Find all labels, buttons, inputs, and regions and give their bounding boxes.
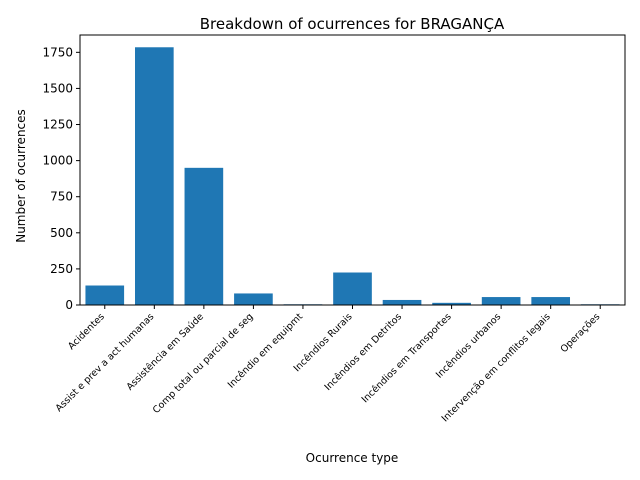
- x-tick-label: Intervenção em conflitos legais: [440, 311, 553, 424]
- bar-1: [85, 285, 125, 305]
- y-tick-label: 1750: [42, 45, 73, 59]
- x-tick-label: Operações: [559, 311, 603, 355]
- bar-6: [333, 272, 372, 305]
- x-tick-label: Assist e prev a act humanas: [54, 311, 157, 414]
- bar-9: [481, 297, 521, 305]
- chart-title: Breakdown of ocurrences for BRAGANÇA: [200, 15, 505, 33]
- y-tick-label: 0: [65, 298, 73, 312]
- bar-10: [531, 297, 571, 305]
- y-tick-label: 750: [50, 190, 73, 204]
- y-tick-label: 1500: [42, 81, 73, 95]
- x-axis-label: Ocurrence type: [306, 451, 399, 465]
- bar-7: [382, 299, 422, 305]
- y-axis-label: Number of ocurrences: [14, 109, 28, 243]
- bar-3: [184, 167, 224, 305]
- x-tick-label: Comp total ou parcial de seg: [151, 311, 256, 416]
- x-tick-label: Acidentes: [66, 311, 107, 352]
- plot-area: [79, 34, 626, 306]
- bar-2: [135, 47, 174, 306]
- bar-4: [234, 293, 273, 305]
- y-tick-label: 500: [50, 226, 73, 240]
- y-axis: 0 250 500 750 1000 1250 1500 1750: [42, 45, 80, 312]
- x-tick-label: Incêndios em Transportes: [360, 311, 454, 405]
- y-tick-label: 250: [50, 262, 73, 276]
- y-tick-label: 1000: [42, 154, 73, 168]
- bar-8: [432, 302, 471, 305]
- y-tick-label: 1250: [42, 118, 73, 132]
